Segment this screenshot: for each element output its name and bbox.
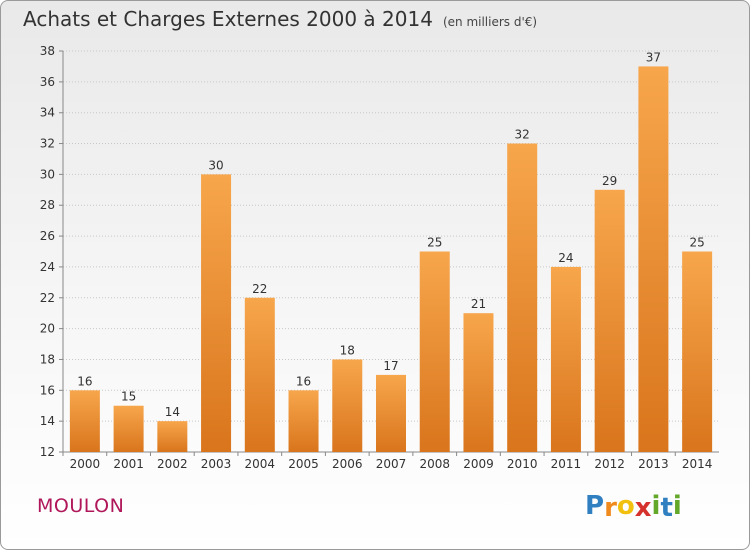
logo-letter: i — [651, 491, 661, 521]
labels: 16 2000 15 2001 14 2002 30 2003 22 2004 16 2005 18 20… — [70, 50, 713, 471]
y-tick-label: 14 — [40, 414, 55, 428]
data-label-2002: 14 — [165, 405, 180, 419]
logo-letter: P — [585, 491, 605, 521]
bar-2000 — [69, 390, 100, 452]
bar-2010 — [507, 143, 538, 453]
x-tick-label-2004: 2004 — [245, 457, 276, 471]
data-label-2004: 22 — [252, 282, 267, 296]
chart-title-text: Achats et Charges Externes 2000 à 2014 — [23, 7, 433, 31]
chart-title: Achats et Charges Externes 2000 à 2014 (e… — [23, 7, 537, 31]
logo-letter: x — [634, 493, 652, 523]
y-tick-label: 28 — [40, 198, 55, 212]
data-label-2012: 29 — [602, 174, 617, 188]
x-tick-label-2014: 2014 — [682, 457, 713, 471]
data-label-2009: 21 — [471, 297, 486, 311]
y-tick-label: 30 — [40, 167, 55, 181]
bar-2013 — [638, 66, 669, 452]
bar-2006 — [332, 359, 363, 452]
x-tick-label-2005: 2005 — [288, 457, 319, 471]
y-tick-label: 34 — [40, 106, 55, 120]
bar-2003 — [201, 174, 232, 452]
data-label-2010: 32 — [515, 128, 530, 142]
bar-2011 — [550, 266, 581, 452]
bar-2007 — [376, 374, 406, 452]
bar-2001 — [113, 405, 144, 452]
x-tick-label-2006: 2006 — [332, 457, 363, 471]
bar-2004 — [244, 297, 275, 452]
logo-letter: r — [604, 493, 617, 523]
bar-2009 — [463, 313, 494, 452]
bar-2005 — [288, 390, 319, 452]
data-label-2000: 16 — [77, 374, 92, 388]
logo-letter: i — [672, 491, 682, 521]
bar-2014 — [682, 251, 713, 452]
x-tick-label-2008: 2008 — [419, 457, 450, 471]
y-tick-label: 26 — [40, 229, 55, 243]
bar-2008 — [419, 251, 450, 452]
y-tick-label: 20 — [40, 322, 55, 336]
data-label-2006: 18 — [340, 343, 355, 357]
x-tick-label-2013: 2013 — [638, 457, 669, 471]
data-label-2014: 25 — [689, 236, 704, 250]
x-tick-label-2001: 2001 — [113, 457, 144, 471]
bars — [69, 66, 713, 453]
data-label-2013: 37 — [646, 50, 661, 64]
logo-letter: o — [616, 491, 635, 521]
x-tick-label-2003: 2003 — [201, 457, 232, 471]
logo-letter: t — [660, 493, 673, 523]
data-label-2003: 30 — [208, 158, 223, 172]
data-label-2001: 15 — [121, 390, 136, 404]
x-tick-label-2010: 2010 — [507, 457, 538, 471]
x-tick-label-2007: 2007 — [376, 457, 407, 471]
y-tick-label: 24 — [40, 260, 55, 274]
chart-subtitle: (en milliers d'€) — [442, 15, 538, 29]
x-tick-label-2009: 2009 — [463, 457, 494, 471]
x-tick-label-2012: 2012 — [594, 457, 625, 471]
axes: 12 14 16 18 20 22 24 26 28 30 32 34 36 38 — [40, 44, 719, 459]
commune-name: MOULON — [37, 495, 125, 517]
data-label-2008: 25 — [427, 236, 442, 250]
y-tick-label: 18 — [40, 352, 55, 366]
y-tick-label: 12 — [40, 445, 55, 459]
y-tick-label: 22 — [40, 291, 55, 305]
bar-2002 — [157, 421, 188, 452]
x-tick-label-2002: 2002 — [157, 457, 188, 471]
proxiti-logo: Proxiti — [585, 491, 682, 523]
y-tick-label: 36 — [40, 75, 55, 89]
bar-2012 — [594, 189, 625, 453]
x-tick-label-2011: 2011 — [551, 457, 582, 471]
data-label-2005: 16 — [296, 374, 311, 388]
y-tick-label: 32 — [40, 137, 55, 151]
data-label-2011: 24 — [558, 251, 573, 265]
x-tick-label-2000: 2000 — [70, 457, 101, 471]
y-tick-label: 38 — [40, 44, 55, 58]
y-tick-label: 16 — [40, 383, 55, 397]
data-label-2007: 17 — [383, 359, 398, 373]
